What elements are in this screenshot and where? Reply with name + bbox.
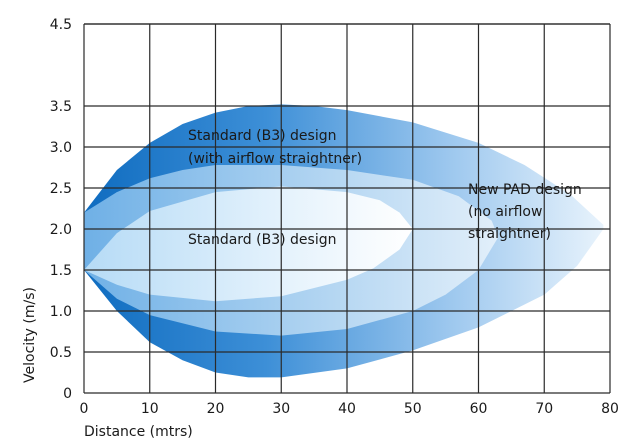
y-axis-title: Velocity (m/s) bbox=[22, 287, 38, 383]
y-tick-label: 4.5 bbox=[50, 17, 72, 33]
series-standard-b3 bbox=[84, 186, 413, 302]
plot-areas bbox=[84, 104, 604, 378]
x-tick-label: 30 bbox=[272, 401, 290, 417]
x-tick-label: 20 bbox=[207, 401, 225, 417]
annotation-line: (no airflow bbox=[468, 204, 542, 220]
y-tick-label: 2.0 bbox=[50, 222, 72, 238]
x-tick-label: 70 bbox=[535, 401, 553, 417]
annotation-standard-b3: Standard (B3) design bbox=[188, 232, 336, 248]
grid-lines bbox=[83, 23, 611, 394]
y-tick-label: 0.5 bbox=[50, 345, 72, 361]
y-tick-label: 0 bbox=[63, 386, 72, 402]
annotation-line: New PAD design bbox=[468, 182, 582, 198]
x-tick-label: 50 bbox=[404, 401, 422, 417]
annotation-line: Standard (B3) design bbox=[188, 128, 336, 144]
x-tick-label: 0 bbox=[80, 401, 89, 417]
x-tick-labels: 0 10 20 30 40 50 60 70 80 bbox=[80, 401, 619, 417]
annotation-standard-b3-with-straightner: Standard (B3) design (with airflow strai… bbox=[188, 128, 362, 167]
x-tick-label: 80 bbox=[601, 401, 619, 417]
y-tick-label: 2.5 bbox=[50, 181, 72, 197]
x-tick-label: 10 bbox=[141, 401, 159, 417]
annotation-line: Standard (B3) design bbox=[188, 232, 336, 248]
annotation-line: (with airflow straightner) bbox=[188, 151, 362, 167]
y-tick-label: 1.5 bbox=[50, 263, 72, 279]
annotation-new-pad-design: New PAD design (no airflow straightner) bbox=[468, 182, 582, 242]
x-tick-label: 40 bbox=[338, 401, 356, 417]
y-tick-labels: 0 0.5 1.0 1.5 2.0 2.5 3.0 3.5 4.5 bbox=[50, 17, 72, 402]
y-tick-label: 1.0 bbox=[50, 304, 72, 320]
annotation-line: straightner) bbox=[468, 226, 551, 242]
x-axis-title: Distance (mtrs) bbox=[84, 424, 193, 440]
y-tick-label: 3.5 bbox=[50, 99, 72, 115]
x-tick-label: 60 bbox=[470, 401, 488, 417]
y-tick-label: 3.0 bbox=[50, 140, 72, 156]
